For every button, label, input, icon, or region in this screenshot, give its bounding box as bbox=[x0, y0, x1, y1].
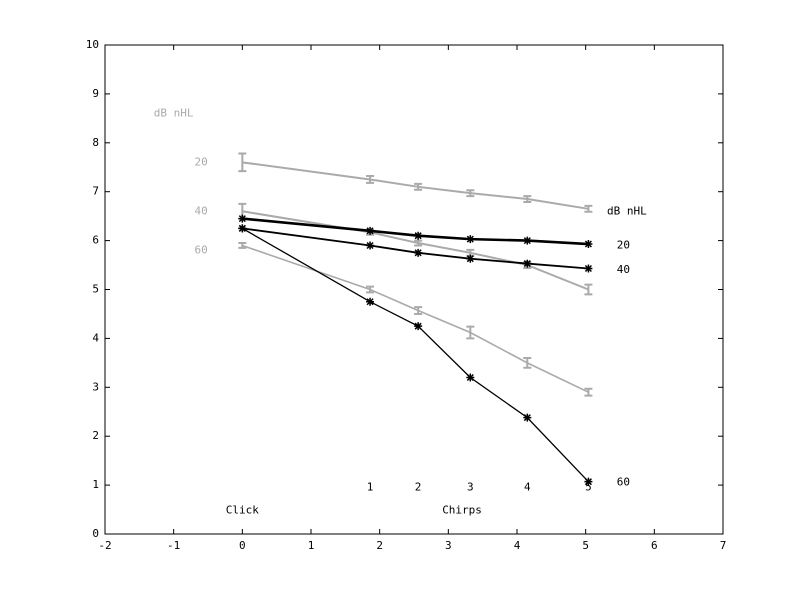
error-bar bbox=[238, 152, 247, 173]
error-bar bbox=[584, 204, 593, 213]
y-tick-label: 3 bbox=[92, 380, 99, 393]
annotation: 1 bbox=[367, 481, 374, 494]
marker bbox=[584, 477, 593, 486]
y-tick-label: 9 bbox=[92, 87, 99, 100]
x-tick-label: 7 bbox=[720, 539, 727, 552]
y-tick-label: 0 bbox=[92, 527, 99, 540]
annotation: dB nHL bbox=[154, 106, 194, 119]
error-bar bbox=[466, 189, 475, 198]
marker bbox=[466, 373, 475, 382]
error-bar bbox=[584, 283, 593, 296]
y-tick-label: 6 bbox=[92, 234, 99, 247]
annotation: 40 bbox=[617, 263, 630, 276]
error-bar bbox=[523, 195, 532, 203]
marker bbox=[238, 224, 247, 233]
error-bar bbox=[238, 242, 247, 249]
x-tick-label: 1 bbox=[308, 539, 315, 552]
marker bbox=[366, 297, 375, 306]
error-bar bbox=[414, 239, 423, 247]
annotation: dB nHL bbox=[607, 204, 647, 217]
marker bbox=[414, 248, 423, 257]
x-tick-label: 3 bbox=[445, 539, 452, 552]
x-tick-label: 6 bbox=[651, 539, 658, 552]
annotation: 20 bbox=[195, 155, 208, 168]
annotation: 2 bbox=[415, 481, 422, 494]
error-bar bbox=[414, 182, 423, 191]
marker bbox=[466, 235, 475, 244]
line bbox=[242, 227, 589, 483]
annotation: 40 bbox=[195, 204, 208, 217]
x-tick-label: 4 bbox=[514, 539, 521, 552]
y-tick-label: 10 bbox=[86, 38, 99, 51]
marker bbox=[584, 264, 593, 273]
y-tick-label: 8 bbox=[92, 136, 99, 149]
x-tick-label: 2 bbox=[376, 539, 383, 552]
y-tick-label: 1 bbox=[92, 478, 99, 491]
annotation: 20 bbox=[617, 238, 630, 251]
error-bar bbox=[466, 325, 475, 340]
y-tick-label: 5 bbox=[92, 283, 99, 296]
error-bar bbox=[523, 356, 532, 369]
x-tick-label: -2 bbox=[98, 539, 111, 552]
error-bar bbox=[366, 285, 375, 294]
marker bbox=[466, 254, 475, 263]
x-tick-label: -1 bbox=[167, 539, 180, 552]
line bbox=[242, 244, 589, 393]
error-bar bbox=[366, 175, 375, 184]
annotation: 60 bbox=[195, 243, 208, 256]
marker bbox=[523, 236, 532, 245]
marker bbox=[523, 413, 532, 422]
marker bbox=[414, 231, 423, 240]
y-tick-label: 4 bbox=[92, 331, 99, 344]
line bbox=[242, 217, 589, 246]
marker bbox=[523, 259, 532, 268]
annotation: 4 bbox=[524, 481, 531, 494]
annotation: 60 bbox=[617, 476, 630, 489]
error-bar bbox=[414, 306, 423, 315]
marker bbox=[238, 214, 247, 223]
annotation: 3 bbox=[467, 481, 474, 494]
annotation: Chirps bbox=[442, 504, 482, 517]
marker bbox=[366, 226, 375, 235]
annotation: Click bbox=[226, 504, 259, 517]
annotation: 5 bbox=[585, 481, 592, 494]
marker bbox=[584, 240, 593, 249]
y-tick-label: 2 bbox=[92, 429, 99, 442]
x-tick-label: 0 bbox=[239, 539, 246, 552]
marker bbox=[414, 322, 423, 331]
line bbox=[242, 227, 589, 270]
line bbox=[242, 161, 589, 210]
x-tick-label: 5 bbox=[582, 539, 589, 552]
y-tick-label: 7 bbox=[92, 185, 99, 198]
marker bbox=[366, 241, 375, 250]
error-bar bbox=[584, 387, 593, 397]
